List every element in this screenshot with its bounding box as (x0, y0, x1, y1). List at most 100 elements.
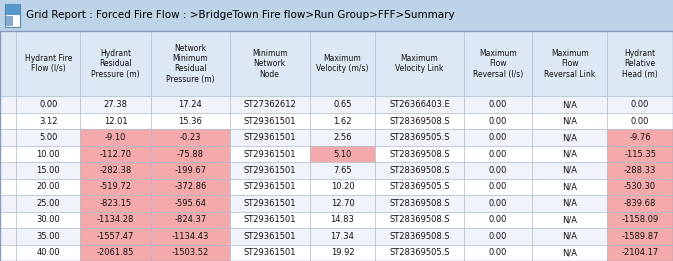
Bar (229, 129, 310, 146)
Text: Hydrant
Relative
Head (m): Hydrant Relative Head (m) (623, 49, 658, 79)
Bar (464, 31, 532, 96)
Text: -1589.87: -1589.87 (621, 232, 659, 241)
Bar (376, 129, 464, 146)
Text: -595.64: -595.64 (174, 199, 207, 208)
Bar (464, 179, 532, 195)
Bar (80, 228, 151, 245)
Text: Maximum
Velocity Link: Maximum Velocity Link (395, 54, 444, 73)
Bar (310, 96, 376, 113)
Bar (607, 129, 673, 146)
Bar (16, 31, 80, 96)
Bar (151, 245, 229, 261)
Text: 5.00: 5.00 (39, 133, 57, 142)
Text: -823.15: -823.15 (100, 199, 132, 208)
Bar (607, 31, 673, 96)
Bar (607, 228, 673, 245)
Bar (16, 212, 80, 228)
Bar (229, 212, 310, 228)
Bar (310, 113, 376, 129)
Bar (80, 31, 151, 96)
Bar (464, 162, 532, 179)
Bar (151, 146, 229, 162)
Text: -0.23: -0.23 (180, 133, 201, 142)
Text: -288.33: -288.33 (624, 166, 656, 175)
Text: ST28369508.S: ST28369508.S (389, 215, 450, 224)
Bar (151, 179, 229, 195)
Text: 17.34: 17.34 (330, 232, 355, 241)
Text: -112.70: -112.70 (100, 150, 131, 158)
Bar (16, 179, 80, 195)
Bar (464, 113, 532, 129)
Text: Hydrant
Residual
Pressure (m): Hydrant Residual Pressure (m) (92, 49, 140, 79)
Bar (607, 146, 673, 162)
Bar (464, 212, 532, 228)
Text: N/A: N/A (563, 199, 577, 208)
Bar (376, 113, 464, 129)
Bar (464, 146, 532, 162)
Text: 0.00: 0.00 (631, 100, 649, 109)
Text: 19.92: 19.92 (330, 248, 354, 257)
Text: ST29361501: ST29361501 (244, 133, 296, 142)
Bar (376, 162, 464, 179)
Text: ST26366403.E: ST26366403.E (389, 100, 450, 109)
Bar (151, 212, 229, 228)
Bar (229, 245, 310, 261)
Text: ST28369508.S: ST28369508.S (389, 199, 450, 208)
Bar (229, 195, 310, 212)
Bar (532, 129, 607, 146)
Bar (376, 31, 464, 96)
Bar (80, 162, 151, 179)
Text: 0.00: 0.00 (489, 117, 507, 126)
Text: 7.65: 7.65 (333, 166, 352, 175)
Bar (6, 16, 13, 26)
Bar (80, 245, 151, 261)
Bar (16, 129, 80, 146)
Bar (464, 129, 532, 146)
Bar (464, 245, 532, 261)
Bar (607, 113, 673, 129)
Text: ST29361501: ST29361501 (244, 117, 296, 126)
Text: -115.35: -115.35 (624, 150, 656, 158)
Text: ST28369508.S: ST28369508.S (389, 166, 450, 175)
Text: -2061.85: -2061.85 (97, 248, 134, 257)
Bar (376, 146, 464, 162)
Text: 12.01: 12.01 (104, 117, 127, 126)
Text: -839.68: -839.68 (624, 199, 656, 208)
Text: N/A: N/A (563, 215, 577, 224)
Text: -1134.43: -1134.43 (172, 232, 209, 241)
Bar (229, 31, 310, 96)
Bar (80, 146, 151, 162)
Bar (80, 96, 151, 113)
Bar (16, 195, 80, 212)
Bar (607, 179, 673, 195)
Bar (607, 162, 673, 179)
Bar (229, 96, 310, 113)
Bar (16, 245, 80, 261)
Bar (532, 162, 607, 179)
Text: 2.56: 2.56 (333, 133, 352, 142)
Bar (310, 162, 376, 179)
Text: ST29361501: ST29361501 (244, 166, 296, 175)
Bar (0, 129, 16, 146)
Text: 17.24: 17.24 (178, 100, 202, 109)
Text: ST29361501: ST29361501 (244, 232, 296, 241)
Text: ST28369508.S: ST28369508.S (389, 117, 450, 126)
Text: 0.00: 0.00 (489, 199, 507, 208)
Bar (464, 195, 532, 212)
Bar (310, 228, 376, 245)
Text: ST28369505.S: ST28369505.S (389, 248, 450, 257)
Bar (151, 96, 229, 113)
Bar (80, 179, 151, 195)
Text: 5.10: 5.10 (333, 150, 352, 158)
Bar (310, 212, 376, 228)
Text: 0.00: 0.00 (489, 232, 507, 241)
Text: 0.00: 0.00 (489, 133, 507, 142)
Text: N/A: N/A (563, 117, 577, 126)
Text: 15.00: 15.00 (36, 166, 60, 175)
Text: -519.72: -519.72 (100, 182, 131, 191)
Bar (607, 245, 673, 261)
Text: 3.12: 3.12 (39, 117, 57, 126)
Bar (151, 195, 229, 212)
Text: ST29361501: ST29361501 (244, 150, 296, 158)
Text: -75.88: -75.88 (177, 150, 204, 158)
